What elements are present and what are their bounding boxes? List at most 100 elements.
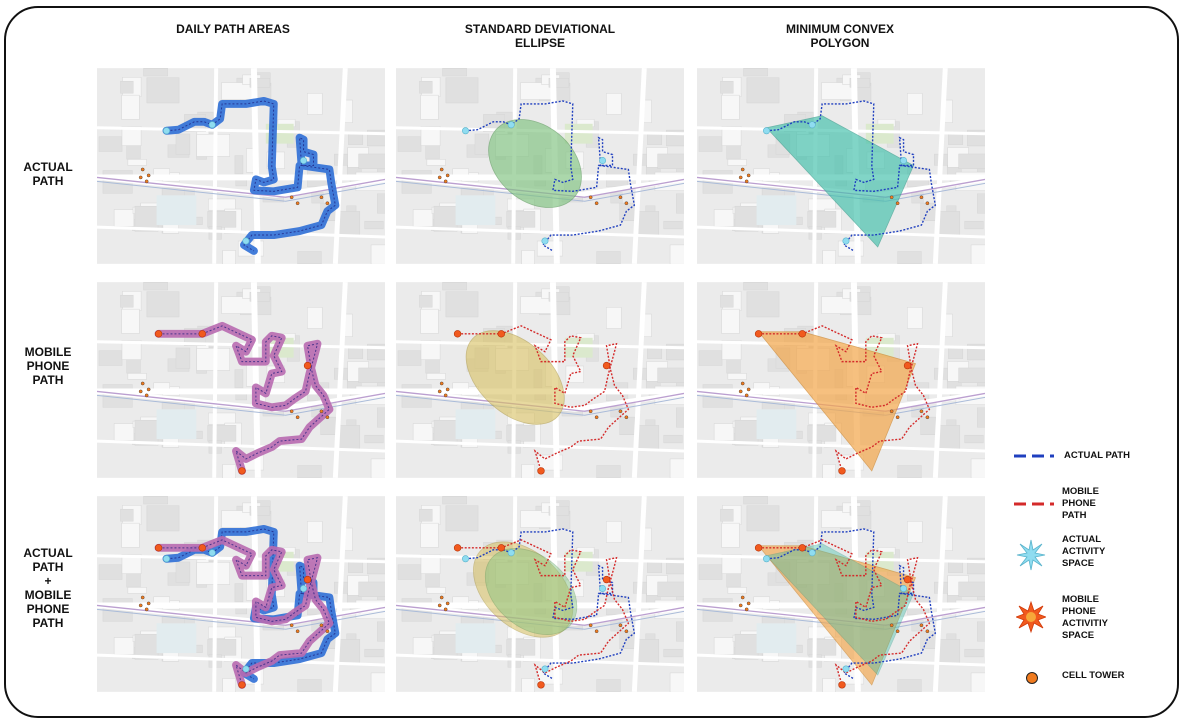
cell-tower-icon [1026,672,1038,684]
actual-activity-marker [808,549,816,557]
cell-tower-marker [140,595,145,600]
map-block [420,94,439,120]
mobile-activity-marker [537,681,545,689]
standard-deviational-ellipse [488,119,582,208]
map-block [208,412,236,425]
actual-activity-star-icon [1016,539,1046,571]
cell-tower-marker [319,623,324,628]
mobile-activity-marker [303,361,312,370]
mobile-activity-marker [798,544,806,552]
map-block [746,291,780,318]
cell-tower-marker [138,603,143,608]
map-block [234,583,244,603]
actual-activity-marker [507,549,515,557]
map-block [565,365,584,383]
actual-activity-marker [242,237,250,245]
map-block [849,77,871,88]
map-block [822,250,836,264]
map-block [442,68,467,77]
row-header-text: MOBILE [24,345,72,359]
minimum-convex-polygon [757,545,917,686]
mobile-activity-marker [602,575,611,584]
cell-tower-marker [738,603,743,608]
mobile-activity-marker [497,330,505,338]
cell-tower-marker [138,389,143,394]
map-svg [697,68,985,264]
map-block [669,244,684,264]
cell-tower-marker [744,393,749,398]
map-block [958,153,985,169]
map-block [743,282,768,291]
map-block [548,505,570,516]
map-block [307,521,323,543]
map-svg [697,496,985,692]
map-block [907,521,923,543]
path-line [457,325,630,472]
map-block [364,434,384,444]
map-block [606,521,622,543]
cell-tower-marker [746,173,751,178]
map-block [958,367,985,383]
mobile-activity-marker [537,467,545,475]
map-block [663,434,683,444]
standard-deviational-ellipse [473,541,574,638]
mobile-activity-marker [602,361,611,370]
cell-tower-marker [895,415,900,420]
cell-tower-marker [919,623,924,628]
legend-label: PATH [1062,510,1087,521]
cell-tower-marker [319,409,324,414]
transit-line [396,394,684,416]
road-minor [396,225,684,239]
actual-activity-marker [763,555,770,563]
road-minor [97,439,385,453]
cell-tower-marker [439,167,444,172]
map-block [120,80,134,94]
cell-tower-marker [746,387,751,392]
map-block [911,406,924,418]
map-block [897,465,922,478]
cell-tower-marker [744,607,749,612]
map-block [445,291,479,318]
actual-activity-marker [900,157,908,165]
map-block [120,294,134,308]
map-block [175,133,191,155]
map-block [358,367,385,383]
cell-tower-marker [144,393,149,398]
map-block [358,581,385,597]
actual-activity-marker [763,127,770,135]
map-panel-mobile-daily-path [97,282,385,478]
mobile-activity-marker [838,467,846,475]
legend-label: PHONE [1062,606,1096,617]
legend-label: SPACE [1062,630,1095,641]
map-block [721,554,742,574]
road-minor [97,225,385,239]
map-block [521,250,535,264]
mobile-activity-marker [303,575,312,584]
map-block [146,77,180,104]
map-panel-actual-polygon [697,68,985,264]
mobile-activity-burst-icon [1016,600,1046,634]
cell-tower-marker [144,179,149,184]
cell-tower-marker [746,601,751,606]
cell-tower-marker [445,173,450,178]
row-header-text: PATH [32,373,64,387]
map-block [970,244,985,264]
row-header-text: ACTUAL [23,160,73,174]
map-block [420,340,441,360]
cell-tower-marker [889,623,894,628]
row-header-text: PATH [32,174,64,188]
cell-tower-marker [594,201,599,206]
map-block [808,198,836,211]
water-area [156,195,197,226]
path-line [758,325,931,472]
map-block [419,294,433,308]
map-block [610,406,623,418]
map-panel-combined-daily-path [97,496,385,692]
road-minor [97,653,385,667]
map-block [196,134,231,157]
actual-activity-marker [808,121,816,129]
cell-tower-marker [740,381,745,386]
map-block [964,220,984,230]
mobile-activity-marker [497,544,505,552]
map-block [222,464,236,478]
